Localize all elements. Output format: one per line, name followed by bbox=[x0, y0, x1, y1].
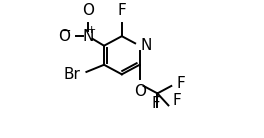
Text: Br: Br bbox=[63, 67, 80, 82]
Text: −: − bbox=[61, 25, 72, 38]
Text: O: O bbox=[134, 84, 146, 99]
Text: O: O bbox=[82, 3, 94, 18]
Text: F: F bbox=[172, 93, 181, 108]
Text: F: F bbox=[117, 3, 126, 18]
Text: N: N bbox=[141, 38, 152, 53]
Text: F: F bbox=[152, 95, 161, 111]
Text: F: F bbox=[176, 76, 185, 91]
Text: +: + bbox=[87, 25, 96, 35]
Text: N: N bbox=[82, 29, 94, 44]
Text: O: O bbox=[59, 29, 70, 44]
